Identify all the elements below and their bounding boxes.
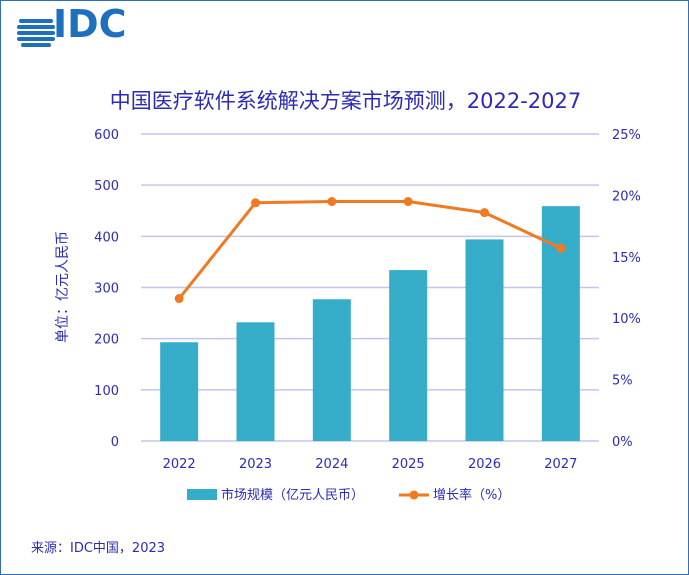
x-tick-label: 2024 (315, 457, 348, 472)
y-tick-label: 400 (94, 230, 119, 245)
bar-2022 (160, 342, 199, 441)
legend-bar-label: 市场规模（亿元人民币） (221, 487, 364, 503)
y2-tick-label: 15% (612, 251, 641, 266)
growth-point-2025 (403, 197, 413, 207)
x-tick-label: 2026 (468, 457, 501, 472)
growth-point-2027 (556, 243, 566, 253)
y2-tick-label: 10% (612, 312, 641, 327)
y-tick-label: 0 (111, 435, 119, 450)
growth-point-2024 (327, 197, 337, 207)
y2-tick-label: 5% (612, 374, 633, 389)
y-axis-label: 单位：亿元人民币 (55, 231, 71, 343)
y-tick-label: 500 (94, 179, 119, 194)
y2-tick-label: 0% (612, 435, 633, 450)
legend-line-marker (409, 490, 419, 500)
y-tick-label: 200 (94, 333, 119, 348)
x-tick-label: 2023 (239, 457, 272, 472)
x-tick-label: 2022 (163, 457, 196, 472)
growth-line (177, 200, 562, 300)
y2-tick-label: 20% (612, 189, 641, 204)
source-note: 来源：IDC中国，2023 (31, 541, 166, 556)
y-tick-label: 300 (94, 282, 119, 297)
legend-bar-swatch (187, 489, 217, 500)
bar-2023 (236, 322, 275, 441)
idc-logo-text: IDC (53, 2, 127, 46)
x-tick-label: 2025 (392, 457, 425, 472)
idc-logo (17, 19, 55, 47)
y2-tick-label: 25% (612, 128, 641, 143)
y-tick-label: 600 (94, 128, 119, 143)
legend-line-label: 增长率（%） (433, 487, 510, 503)
bar-2024 (312, 299, 351, 441)
growth-point-2022 (174, 294, 184, 304)
y-tick-label: 100 (94, 384, 119, 399)
x-tick-label: 2027 (544, 457, 577, 472)
growth-point-2023 (251, 198, 260, 208)
growth-point-2026 (480, 208, 489, 218)
page-title: 中国医疗软件系统解决方案市场预测，2022-2027 (109, 89, 582, 113)
combo-chart: 0 100 200 300 400 500 600 0% 5% 10% 15% 20% 25% 单位：亿元… (53, 2, 641, 503)
bar-2025 (389, 270, 428, 441)
bar-2026 (465, 239, 504, 441)
